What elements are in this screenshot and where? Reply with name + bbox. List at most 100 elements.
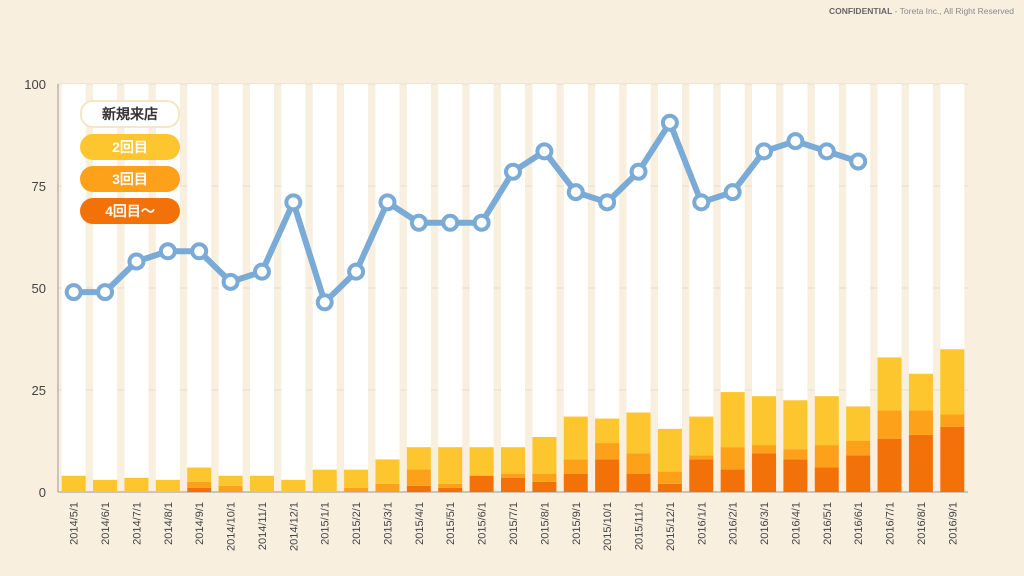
bar-third: [877, 410, 902, 439]
bar-second: [595, 418, 620, 444]
bar-third: [783, 449, 808, 460]
bar-new: [563, 84, 588, 417]
bar-new: [814, 84, 839, 397]
bar-new: [877, 84, 902, 358]
bar-third: [501, 473, 525, 478]
bar-third: [940, 414, 965, 427]
bar-second: [846, 406, 871, 441]
x-tick-label: 2014/8/1: [163, 502, 175, 545]
y-tick-label: 100: [24, 77, 46, 92]
x-tick-label: 2015/1/1: [320, 502, 332, 545]
bar-fourth_plus: [626, 473, 651, 492]
bar-fourth_plus: [846, 455, 871, 492]
bar-fourth_plus: [783, 459, 808, 492]
bar-third: [626, 453, 651, 474]
bar-fourth_plus: [187, 487, 212, 492]
bar-new: [406, 84, 431, 448]
bar-fourth_plus: [814, 467, 839, 492]
bar-new: [720, 84, 745, 393]
bar-fourth_plus: [877, 438, 902, 492]
bar-third: [406, 469, 431, 486]
x-tick-label: 2014/7/1: [131, 502, 143, 545]
line-point: [378, 193, 397, 212]
bar-second: [940, 349, 965, 415]
line-point: [284, 193, 303, 212]
bar-fourth_plus: [657, 483, 682, 492]
bar-second: [375, 459, 400, 484]
bar-second: [689, 416, 714, 456]
bar-third: [438, 483, 463, 488]
y-tick-label: 0: [39, 485, 46, 500]
bar-second: [532, 436, 557, 474]
x-tick-label: 2015/2/1: [351, 502, 363, 545]
bar-second: [312, 469, 337, 492]
x-tick-label: 2016/7/1: [885, 502, 897, 545]
confidential-notice: CONFIDENTIAL - Toreta Inc., All Right Re…: [829, 6, 1014, 16]
x-tick-label: 2015/7/1: [508, 502, 520, 545]
x-tick-label: 2016/6/1: [853, 502, 865, 545]
line-point: [221, 272, 240, 291]
x-tick-label: 2015/6/1: [477, 502, 489, 545]
line-point: [786, 132, 805, 151]
bar-third: [846, 441, 871, 456]
x-tick-label: 2015/8/1: [539, 502, 551, 545]
legend-item-fourth-plus: 4回目〜: [80, 198, 180, 224]
bar-new: [752, 84, 777, 397]
bar-third: [657, 471, 682, 484]
copyright-text: - Toreta Inc., All Right Reserved: [892, 6, 1014, 16]
line-point: [96, 283, 115, 302]
x-tick-label: 2015/12/1: [665, 502, 677, 551]
bar-second: [61, 475, 86, 492]
x-tick-label: 2014/10/1: [226, 502, 238, 551]
x-tick-label: 2016/4/1: [790, 502, 802, 545]
bar-new: [532, 84, 557, 437]
bar-second: [626, 412, 651, 454]
line-point: [347, 262, 366, 281]
bar-second: [218, 475, 243, 486]
bar-third: [752, 445, 777, 454]
bar-fourth_plus: [689, 459, 714, 492]
bar-fourth_plus: [940, 426, 965, 492]
line-point: [566, 183, 585, 202]
bar-fourth_plus: [469, 475, 494, 492]
line-point: [598, 193, 617, 212]
bar-third: [532, 473, 557, 482]
bar-new: [438, 84, 463, 448]
bar-new: [783, 84, 808, 401]
line-point: [504, 162, 522, 181]
bar-third: [908, 410, 933, 435]
bar-new: [626, 84, 651, 413]
x-tick-label: 2016/5/1: [822, 502, 834, 545]
bar-fourth_plus: [532, 481, 557, 492]
x-tick-label: 2015/5/1: [445, 502, 457, 545]
line-point: [755, 142, 774, 161]
legend-item-second: 2回目: [80, 134, 180, 160]
bar-new: [469, 84, 494, 448]
x-tick-label: 2015/10/1: [602, 502, 614, 551]
bar-fourth_plus: [595, 459, 620, 492]
confidential-label: CONFIDENTIAL: [828, 6, 893, 16]
bar-new: [908, 84, 933, 374]
x-tick-label: 2014/6/1: [100, 502, 112, 545]
line-point: [64, 283, 83, 302]
bar-fourth_plus: [908, 434, 933, 492]
line-point: [190, 242, 209, 261]
bar-second: [720, 392, 745, 448]
bar-new: [501, 84, 525, 448]
line-point: [660, 113, 679, 132]
bar-fourth_plus: [752, 453, 777, 492]
bar-third: [689, 455, 714, 460]
bar-second: [187, 467, 212, 482]
bar-new: [595, 84, 620, 419]
bar-second: [124, 477, 149, 492]
bar-new: [375, 84, 400, 460]
bar-fourth_plus: [501, 477, 525, 492]
y-tick-label: 50: [32, 281, 46, 296]
x-tick-label: 2014/12/1: [288, 502, 300, 551]
x-tick-label: 2016/3/1: [759, 502, 771, 545]
line-point: [817, 142, 836, 161]
x-tick-label: 2015/11/1: [634, 502, 646, 550]
bar-second: [249, 475, 274, 492]
bar-new: [281, 84, 306, 480]
